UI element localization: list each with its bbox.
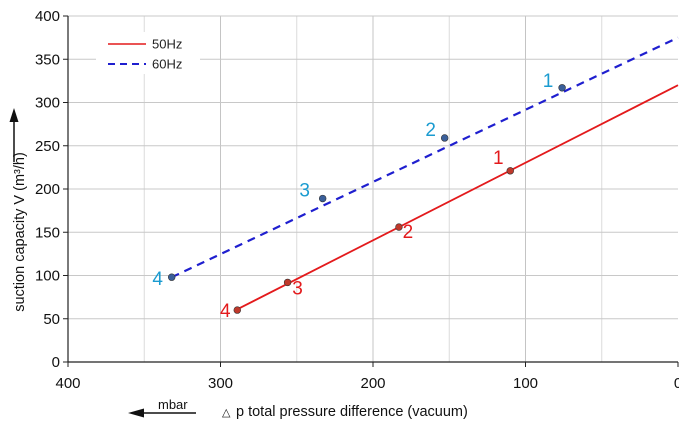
y-axis-title: suction capacity V (m³/h) — [12, 152, 28, 312]
y-axis-arrow-icon — [9, 108, 19, 122]
y-tick-label: 200 — [35, 181, 60, 198]
data-point-60hz-4 — [168, 273, 176, 281]
legend-box — [96, 32, 200, 74]
tick-labels: 0 50 100 150 200 250 300 350 400 400 300 200 100 0 — [35, 8, 679, 392]
data-point-50hz-3 — [283, 278, 292, 287]
point-label-60hz-1: 1 — [543, 71, 554, 92]
legend-label-60hz: 60Hz — [152, 57, 182, 72]
x-unit-arrow-icon — [128, 408, 144, 418]
legend: 50Hz 60Hz — [96, 32, 200, 74]
point-label-50hz-4: 4 — [220, 301, 231, 322]
x-axis-title: p total pressure difference (vacuum) — [236, 404, 468, 420]
data-point-60hz-2 — [440, 134, 449, 142]
y-axis-label: suction capacity V (m³/h) — [12, 152, 28, 312]
data-point-50hz-2 — [395, 223, 403, 231]
point-label-60hz-3: 3 — [299, 181, 310, 202]
x-tick-label: 400 — [55, 375, 80, 392]
x-tick-label: 300 — [208, 375, 233, 392]
point-label-60hz-4: 4 — [152, 269, 163, 290]
legend-label-50hz: 50Hz — [152, 37, 182, 52]
y-tick-label: 50 — [43, 311, 60, 328]
data-point-60hz-3 — [318, 194, 327, 203]
axes — [63, 15, 679, 367]
point-label-50hz-1: 1 — [493, 148, 504, 169]
y-tick-label: 350 — [35, 51, 60, 68]
series-line-60hz — [171, 36, 679, 279]
y-tick-label: 150 — [35, 224, 60, 241]
data-point-50hz-1 — [506, 167, 514, 175]
data-point-60hz-1 — [558, 84, 566, 92]
x-tick-label: 100 — [513, 375, 538, 392]
grid — [68, 15, 678, 362]
point-label-60hz-2: 2 — [425, 120, 436, 141]
y-tick-label: 0 — [52, 354, 60, 371]
series-line-50hz — [235, 84, 679, 311]
delta-icon: △ — [222, 407, 231, 419]
point-layer: 1 2 3 4 1 2 3 4 — [152, 71, 566, 322]
y-tick-label: 250 — [35, 138, 60, 155]
x-axis-unit: mbar — [128, 397, 196, 418]
point-label-50hz-2: 2 — [403, 222, 414, 243]
y-tick-label: 400 — [35, 8, 60, 25]
x-tick-label: 200 — [360, 375, 385, 392]
y-tick-label: 300 — [35, 95, 60, 112]
x-tick-label: 0 — [674, 375, 679, 392]
data-point-50hz-4 — [233, 306, 241, 314]
series-layer — [171, 36, 679, 311]
x-unit-label: mbar — [158, 397, 188, 412]
y-tick-label: 100 — [35, 268, 60, 285]
point-label-50hz-3: 3 — [292, 278, 303, 299]
